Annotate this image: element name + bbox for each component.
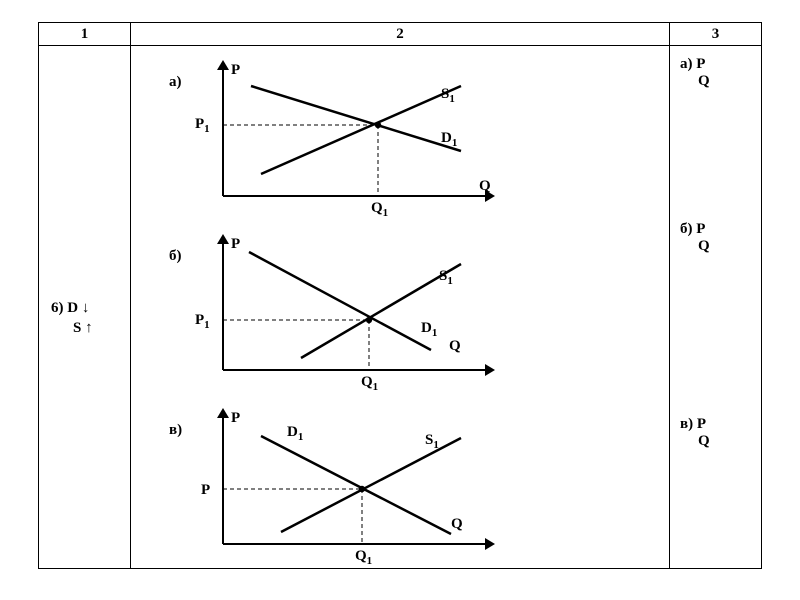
chart-slot: Pб)P1Q1S1D1Q — [131, 220, 669, 394]
chart-slot: Pв) P Q1 D1 S1 Q — [131, 394, 669, 568]
main-table: 1 2 3 6) D ↓ S ↑ PQа)P1Q1S1D1Pб)P1Q1S1D1… — [38, 22, 762, 569]
svg-text:P: P — [231, 62, 240, 78]
col3-head: а) P — [680, 56, 710, 73]
body-row: 6) D ↓ S ↑ PQа)P1Q1S1D1Pб)P1Q1S1D1QPв)PQ… — [39, 46, 762, 569]
cell-col1: 6) D ↓ S ↑ — [39, 46, 131, 569]
svg-text:D1: D1 — [287, 424, 303, 443]
svg-text:S1: S1 — [425, 432, 439, 451]
col3-sub: Q — [680, 73, 710, 90]
charts-container: PQа)P1Q1S1D1Pб)P1Q1S1D1QPв)PQ1D1S1Q — [131, 46, 669, 568]
svg-text:Q1: Q1 — [355, 548, 372, 567]
svg-text:Q1: Q1 — [361, 374, 378, 393]
col3-container: а) PQб) PQв) PQ — [670, 46, 761, 568]
col3-sub: Q — [680, 433, 710, 450]
col3-block: б) PQ — [680, 221, 710, 255]
svg-text:а): а) — [169, 74, 182, 90]
svg-text:Q: Q — [451, 516, 463, 532]
header-3: 3 — [670, 23, 762, 46]
col1-line2: S ↑ — [51, 318, 130, 338]
header-row: 1 2 3 — [39, 23, 762, 46]
svg-text:Q: Q — [449, 338, 461, 354]
svg-text:P: P — [201, 482, 210, 498]
svg-text:Q: Q — [479, 178, 491, 194]
svg-text:Q1: Q1 — [371, 200, 388, 219]
svg-text:P1: P1 — [195, 312, 210, 331]
header-2: 2 — [131, 23, 670, 46]
col3-head: б) P — [680, 221, 710, 238]
col3-head: в) P — [680, 416, 710, 433]
page-root: 1 2 3 6) D ↓ S ↑ PQа)P1Q1S1D1Pб)P1Q1S1D1… — [0, 0, 800, 600]
col1-line1: 6) D ↓ — [51, 298, 130, 318]
cell-col2: PQа)P1Q1S1D1Pб)P1Q1S1D1QPв)PQ1D1S1Q — [131, 46, 670, 569]
svg-text:в): в) — [169, 422, 182, 438]
svg-text:P1: P1 — [195, 116, 210, 135]
econ-chart: PQа)P1Q1S1D1 — [131, 46, 671, 220]
col3-sub: Q — [680, 238, 710, 255]
cell-col3: а) PQб) PQв) PQ — [670, 46, 762, 569]
econ-chart: Pб)P1Q1S1D1Q — [131, 220, 671, 394]
col3-block: а) PQ — [680, 56, 710, 90]
svg-text:P: P — [231, 410, 240, 426]
header-1: 1 — [39, 23, 131, 46]
econ-chart: Pв) P Q1 D1 S1 Q — [131, 394, 671, 568]
chart-slot: PQа)P1Q1S1D1 — [131, 46, 669, 220]
svg-text:P: P — [231, 236, 240, 252]
col3-block: в) PQ — [680, 416, 710, 450]
svg-text:D1: D1 — [421, 320, 437, 339]
svg-text:б): б) — [169, 248, 182, 264]
